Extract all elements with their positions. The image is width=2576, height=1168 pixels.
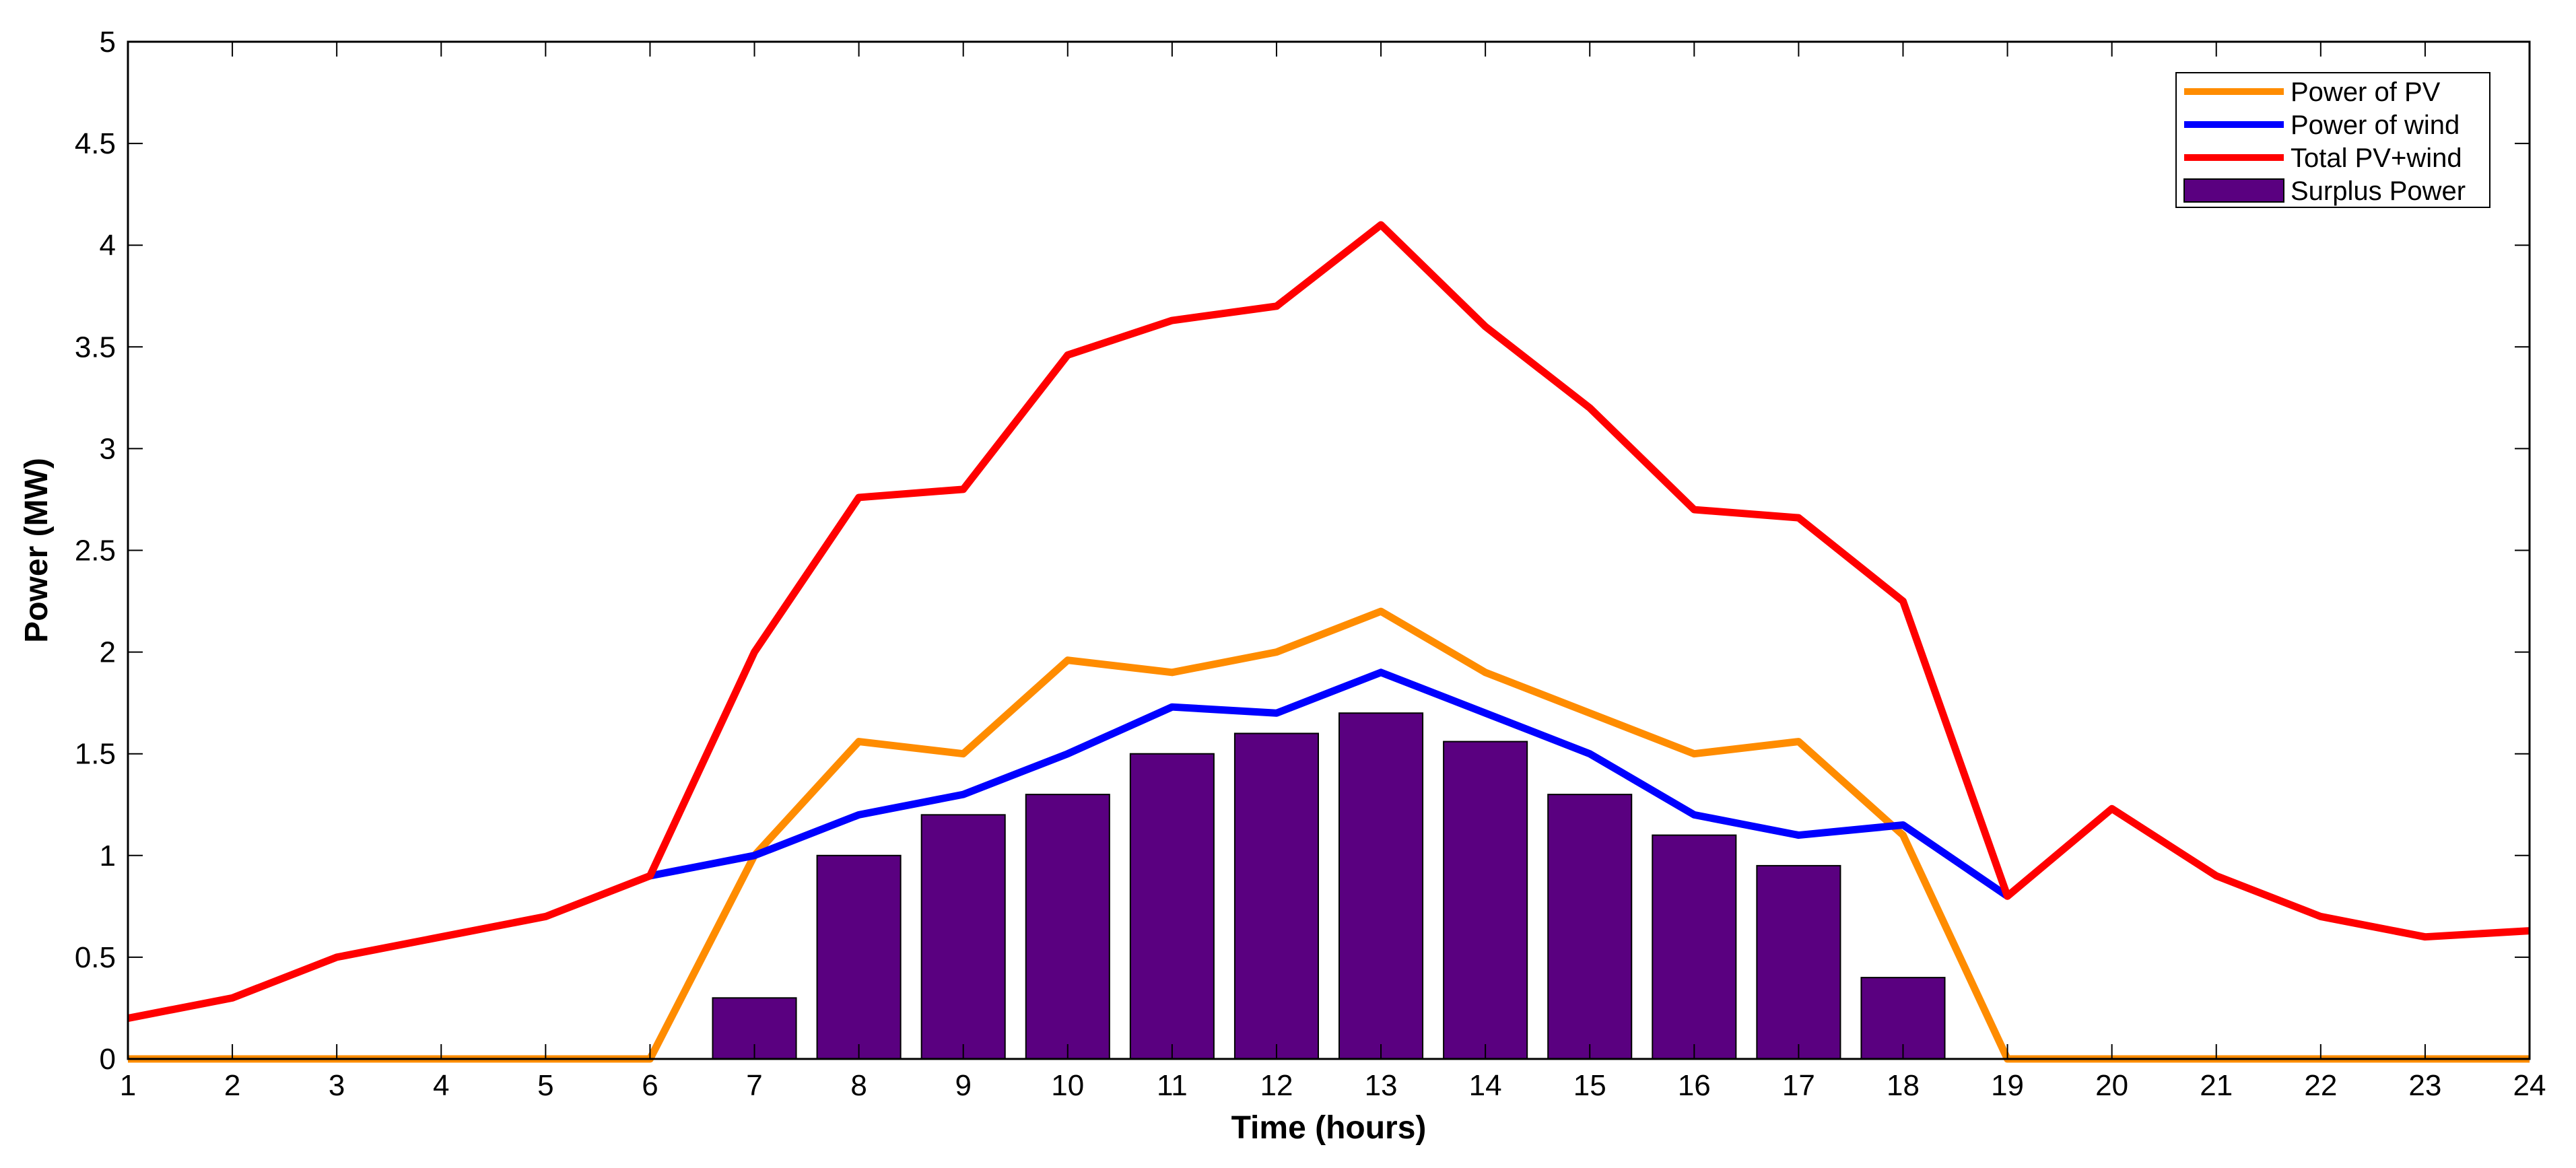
x-tick-label: 16 bbox=[1678, 1069, 1711, 1102]
x-tick-label: 9 bbox=[955, 1069, 971, 1102]
surplus-power-bar bbox=[1233, 732, 1319, 1060]
legend-label-pv: Power of PV bbox=[2291, 77, 2441, 107]
x-tick-label: 13 bbox=[1365, 1069, 1398, 1102]
surplus-power-bars bbox=[712, 712, 1946, 1060]
y-tick-label: 3.5 bbox=[75, 331, 116, 364]
x-tick-label: 23 bbox=[2408, 1069, 2441, 1102]
surplus-power-bar bbox=[1338, 712, 1424, 1060]
y-tick-label: 0.5 bbox=[75, 941, 116, 974]
legend-label-surplus: Surplus Power bbox=[2291, 176, 2466, 206]
wind-power-line bbox=[649, 668, 2010, 899]
legend-label-wind: Power of wind bbox=[2291, 110, 2460, 140]
y-tick-labels: 0 0.5 1 1.5 2 2.5 3 3.5 4 4.5 5 bbox=[75, 26, 116, 1076]
y-tick-label: 0 bbox=[100, 1043, 116, 1076]
surplus-power-bar bbox=[1652, 834, 1737, 1060]
surplus-power-bar bbox=[1443, 741, 1528, 1060]
x-tick-label: 8 bbox=[850, 1069, 867, 1102]
x-tick-label: 7 bbox=[746, 1069, 762, 1102]
x-tick-label: 18 bbox=[1887, 1069, 1920, 1102]
x-tick-label: 20 bbox=[2095, 1069, 2128, 1102]
legend: Power of PV Power of wind Total PV+wind … bbox=[2175, 72, 2490, 208]
surplus-power-bar bbox=[920, 814, 1006, 1060]
x-tick-label: 4 bbox=[433, 1069, 449, 1102]
total-power-line bbox=[127, 221, 2530, 1022]
x-tick-label: 12 bbox=[1260, 1069, 1293, 1102]
x-tick-label: 11 bbox=[1157, 1069, 1188, 1102]
surplus-power-bar bbox=[1025, 794, 1110, 1060]
y-tick-label: 1.5 bbox=[75, 738, 116, 771]
x-tick-label: 10 bbox=[1051, 1069, 1084, 1102]
legend-label-total: Total PV+wind bbox=[2291, 143, 2462, 173]
x-tick-label: 22 bbox=[2304, 1069, 2337, 1102]
x-tick-label: 6 bbox=[642, 1069, 658, 1102]
x-tick-label: 14 bbox=[1469, 1069, 1502, 1102]
y-tick-label: 5 bbox=[100, 26, 116, 59]
surplus-power-bar bbox=[1756, 864, 1841, 1060]
x-tick-label: 15 bbox=[1573, 1069, 1606, 1102]
y-tick-label: 2.5 bbox=[75, 535, 116, 568]
y-tick-label: 3 bbox=[100, 432, 116, 465]
surplus-power-bar bbox=[816, 854, 902, 1060]
x-tick-label: 24 bbox=[2513, 1069, 2546, 1102]
y-tick-label: 4 bbox=[100, 229, 116, 262]
axis-ticks bbox=[127, 41, 2530, 1060]
x-tick-label: 17 bbox=[1782, 1069, 1815, 1102]
y-tick-label: 2 bbox=[100, 636, 116, 669]
x-tick-label: 5 bbox=[537, 1069, 553, 1102]
legend-swatch-surplus bbox=[2183, 178, 2284, 203]
x-tick-labels: 1 2 3 4 5 6 7 8 9 10 11 12 13 14 15 16 17 18 19 20 21 22 23 24 bbox=[120, 1069, 2546, 1102]
x-tick-label: 19 bbox=[1991, 1069, 2024, 1102]
x-tick-label: 3 bbox=[329, 1069, 345, 1102]
x-tick-label: 21 bbox=[2200, 1069, 2233, 1102]
x-tick-label: 1 bbox=[120, 1069, 136, 1102]
y-axis-label: Power (MW) bbox=[19, 458, 55, 643]
x-axis-label: Time (hours) bbox=[1231, 1110, 1427, 1146]
surplus-power-bar bbox=[1547, 794, 1633, 1060]
y-tick-label: 1 bbox=[100, 839, 116, 872]
plot-area bbox=[128, 42, 2530, 1059]
x-tick-label: 2 bbox=[224, 1069, 240, 1102]
y-tick-label: 4.5 bbox=[75, 127, 116, 160]
surplus-power-bar bbox=[1129, 753, 1215, 1060]
